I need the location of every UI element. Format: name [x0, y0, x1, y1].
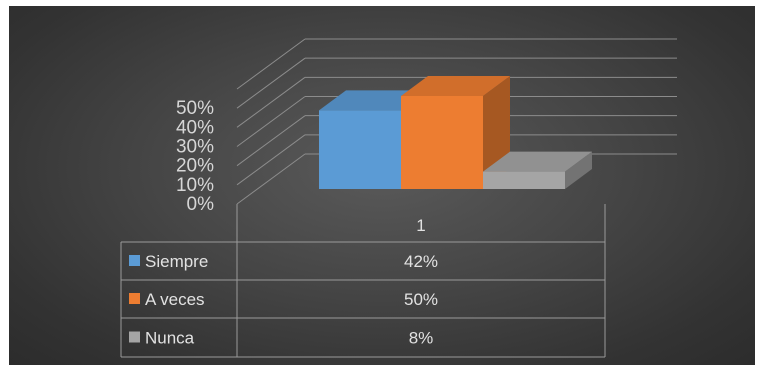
chart-area: 0% 10% 20% 30% 40% 50% 1 Siempre 42% A veces 50% Nu…: [9, 6, 755, 365]
bar-top-face: [483, 151, 592, 172]
series-name: A veces: [145, 290, 205, 309]
legend-swatch: [129, 293, 140, 304]
bar-front-face: [483, 171, 565, 189]
gridline-side: [236, 115, 306, 167]
bar-front-face: [401, 96, 483, 189]
gridline-side: [236, 134, 306, 186]
data-value-label: 8%: [409, 329, 434, 348]
legend-swatch: [129, 255, 140, 266]
data-value-label: 50%: [404, 290, 438, 309]
y-axis-ticks: 0%10%20%30%40%50%: [176, 98, 214, 215]
bar-top-face: [401, 76, 510, 96]
y-tick-label: 40%: [176, 117, 214, 138]
gridline-side: [236, 96, 306, 147]
bars: [319, 76, 592, 189]
data-table: 1 Siempre 42% A veces 50% Nunca 8%: [120, 204, 606, 358]
y-tick-label: 20%: [176, 156, 214, 177]
category-label: 1: [416, 216, 425, 235]
legend-swatch: [129, 331, 140, 343]
y-tick-label: 10%: [176, 175, 214, 196]
gridline-side: [236, 76, 306, 128]
series-name: Nunca: [145, 329, 195, 348]
y-tick-label: 30%: [176, 137, 214, 158]
data-value-label: 42%: [404, 252, 438, 271]
series-name: Siempre: [145, 252, 208, 271]
gridline-side: [236, 38, 306, 90]
bar-nunca: [483, 151, 592, 189]
gridline-side: [236, 57, 306, 109]
bar-top-face: [319, 90, 428, 111]
y-tick-label: 50%: [176, 98, 214, 119]
gridline-side: [236, 153, 306, 205]
bar-front-face: [319, 110, 401, 189]
y-tick-label: 0%: [187, 194, 215, 215]
bar-side-face: [565, 151, 592, 189]
